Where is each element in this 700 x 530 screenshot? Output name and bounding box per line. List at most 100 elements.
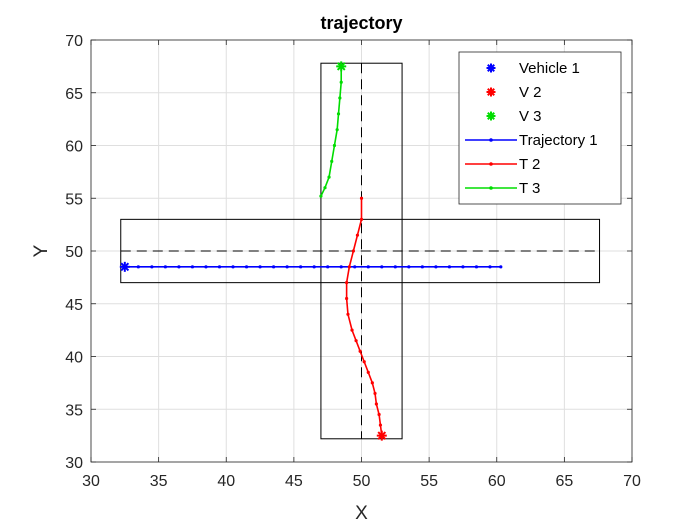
data-point [362, 360, 366, 364]
legend-marker [486, 111, 496, 121]
x-axis-label: X [355, 503, 368, 524]
star-stroke [120, 262, 130, 272]
data-point [359, 196, 364, 200]
x-tick-label: 35 [150, 473, 168, 490]
y-tick-label: 70 [65, 33, 83, 50]
chart-title: trajectory [320, 13, 402, 33]
data-point [434, 265, 438, 269]
x-tick-label: 40 [217, 473, 235, 490]
x-tick-label: 70 [623, 473, 641, 490]
series-1 [123, 265, 503, 269]
data-point [323, 186, 327, 190]
data-point [347, 265, 351, 269]
data-point [312, 265, 316, 269]
data-point [346, 312, 350, 316]
vehicle-marker-2 [376, 430, 387, 441]
data-point [393, 265, 397, 269]
data-point [204, 265, 208, 269]
data-point [335, 128, 339, 132]
data-point [258, 265, 262, 269]
legend-dot [489, 162, 493, 166]
data-point [338, 96, 342, 100]
data-point [377, 412, 381, 417]
legend-label: V 2 [519, 84, 542, 101]
legend-box [458, 51, 622, 205]
legend-dot [489, 138, 493, 142]
x-tick-label: 65 [555, 473, 573, 490]
data-point [355, 233, 360, 237]
data-point [488, 265, 492, 269]
data-point [359, 217, 364, 221]
data-point [327, 175, 331, 179]
data-point [378, 423, 383, 427]
legend-label: T 2 [519, 156, 540, 173]
data-point [339, 80, 343, 84]
data-point [374, 402, 378, 406]
data-point [351, 249, 355, 253]
star-stroke [487, 112, 495, 120]
data-point [299, 265, 303, 269]
data-point [336, 112, 341, 116]
star-stroke [377, 431, 387, 440]
legend-line-marker [465, 162, 517, 166]
data-point [366, 265, 370, 269]
legend-dot [489, 186, 493, 190]
data-point [330, 159, 334, 163]
data-point [380, 265, 384, 269]
series-line [320, 66, 343, 197]
legend-line-marker [465, 186, 517, 190]
data-point [217, 265, 222, 269]
tick-labels: 30 35 40 45 50 55 60 65 70 30 35 40 45 50 55 60 65 70 [65, 33, 641, 490]
y-tick-label: 45 [65, 297, 83, 314]
legend-label: V 3 [519, 108, 542, 125]
data-point [244, 265, 249, 269]
series-layer [119, 61, 503, 441]
data-point [332, 143, 337, 148]
x-tick-label: 60 [488, 473, 506, 490]
data-point [350, 328, 354, 332]
legend-line-marker [465, 138, 517, 142]
data-point [345, 296, 349, 301]
legend-label: Vehicle 1 [519, 60, 580, 77]
data-point [319, 194, 323, 198]
y-tick-label: 60 [65, 139, 83, 156]
data-point [354, 339, 358, 343]
legend-marker [486, 63, 496, 73]
data-point [150, 265, 154, 269]
data-point [420, 265, 424, 269]
series-3 [319, 64, 343, 198]
x-tick-label: 50 [353, 473, 371, 490]
y-tick-label: 35 [65, 402, 83, 419]
y-tick-label: 40 [65, 350, 83, 367]
vehicle-marker-1 [119, 261, 130, 272]
data-point [177, 265, 181, 269]
x-tick-label: 30 [82, 473, 100, 490]
legend: Vehicle 1 V 2 V 3 Trajectory 1 T 2 T 3 [458, 51, 622, 205]
legend-label: T 3 [519, 180, 540, 197]
data-point [474, 265, 479, 269]
data-point [231, 265, 235, 269]
y-tick-label: 50 [65, 244, 83, 261]
data-point [461, 265, 465, 269]
data-point [358, 349, 362, 353]
data-point [271, 265, 276, 269]
vehicle-marker-3 [336, 61, 347, 72]
data-point [373, 391, 377, 396]
x-tick-label: 55 [420, 473, 438, 490]
data-point [339, 265, 343, 269]
data-point [499, 265, 503, 269]
data-point [407, 265, 411, 269]
data-point [136, 265, 140, 269]
star-stroke [487, 88, 495, 96]
data-point [370, 381, 374, 385]
x-tick-label: 45 [285, 473, 303, 490]
data-point [190, 265, 195, 269]
star-stroke [336, 62, 346, 71]
data-point [353, 265, 357, 269]
data-point [366, 370, 370, 374]
data-point [285, 265, 289, 269]
data-point [326, 265, 330, 269]
y-tick-label: 65 [65, 86, 83, 103]
